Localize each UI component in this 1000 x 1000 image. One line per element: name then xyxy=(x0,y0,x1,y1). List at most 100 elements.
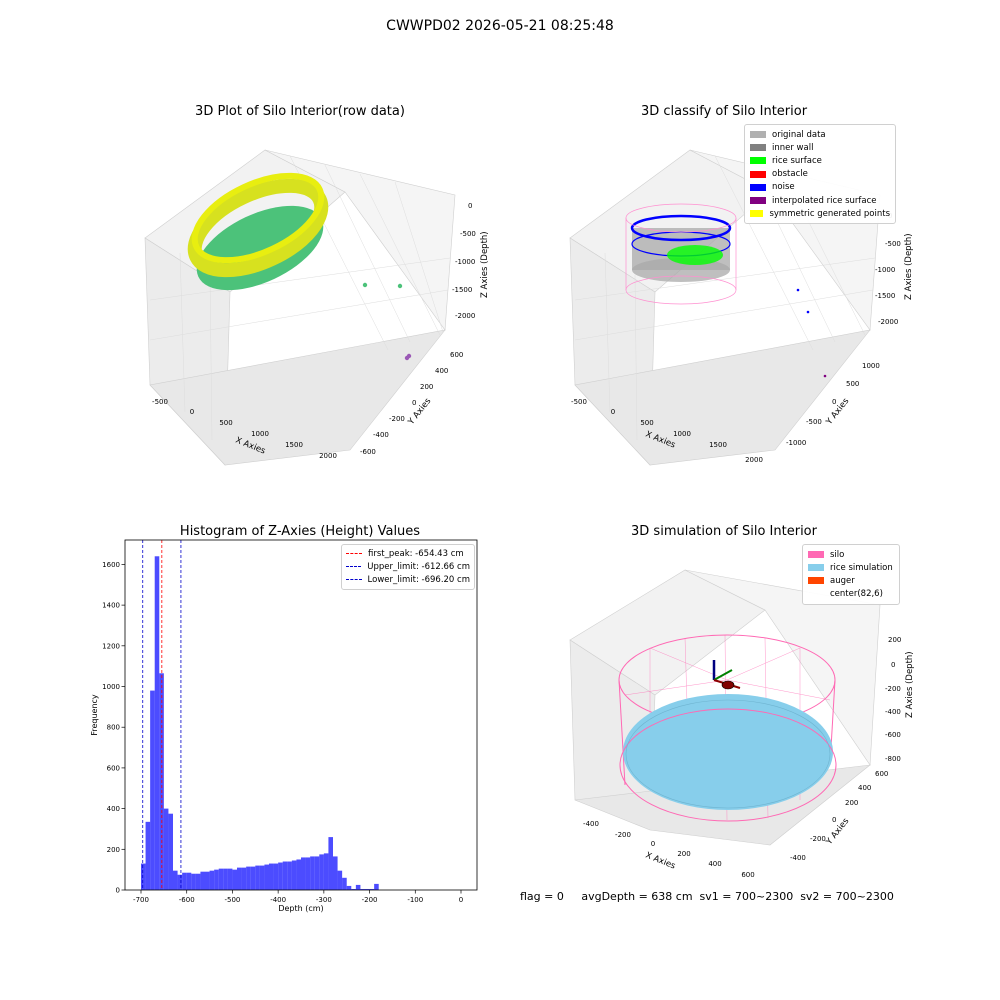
histogram-y-tick-label: 1400 xyxy=(102,602,120,610)
histogram-x-tick-label: -600 xyxy=(179,896,195,904)
histogram-bar xyxy=(301,857,306,890)
legend-swatch xyxy=(750,131,766,139)
legend-swatch xyxy=(750,197,766,205)
raw-tick-labels: -500 0 500 1000 1500 2000 -600 -400 -200… xyxy=(152,202,476,460)
histogram-chart: -700 -600 -500 -400 -300 -200 -100 0 0 200 400 600… xyxy=(90,539,478,913)
raw-xtick: 0 xyxy=(190,408,194,416)
legend-label: Upper_limit: -612.66 cm xyxy=(367,561,470,572)
legend-item-silo: silo xyxy=(808,548,894,561)
sim-ztick: 0 xyxy=(891,661,895,669)
histogram-bar xyxy=(223,868,228,890)
histogram-bar xyxy=(186,872,192,890)
histogram-bar xyxy=(246,866,251,890)
sim-xtick: -400 xyxy=(583,820,599,828)
raw-xtick: 500 xyxy=(219,419,232,427)
histogram-x-tick-label: -400 xyxy=(270,896,286,904)
legend-swatch xyxy=(750,183,766,191)
legend-item-inner-wall: inner wall xyxy=(750,141,890,154)
histogram-bar xyxy=(310,856,315,890)
raw-xtick: -500 xyxy=(152,398,168,406)
histogram-bar xyxy=(264,864,269,890)
legend-item-auger: auger xyxy=(808,574,894,587)
raw-ytick: -600 xyxy=(360,448,376,456)
legend-label: symmetric generated points xyxy=(769,208,890,219)
raw-zlabel: Z Axies (Depth) xyxy=(480,231,490,298)
classify-ytick: 0 xyxy=(832,398,836,406)
histogram-bar xyxy=(145,821,151,890)
legend-item-rice-simulation: rice simulation xyxy=(808,561,894,574)
histogram-bar xyxy=(365,888,370,890)
sim-xtick: -200 xyxy=(615,831,631,839)
sim-ztick: -600 xyxy=(885,731,901,739)
raw-3d-plot: -500 0 500 1000 1500 2000 -600 -400 -200… xyxy=(144,149,490,466)
classify-ztick: -2000 xyxy=(878,318,898,326)
histogram-bar xyxy=(360,888,365,890)
raw-ytick: -200 xyxy=(389,415,405,423)
raw-xtick: 1000 xyxy=(251,430,269,438)
histogram-bar xyxy=(214,869,219,890)
sim-ztick: 200 xyxy=(888,636,901,644)
rice-simulation-surface xyxy=(623,694,833,810)
raw-ztick: 0 xyxy=(468,202,472,210)
histogram-bar xyxy=(154,556,160,890)
histogram-bar xyxy=(319,854,324,890)
histogram-bar xyxy=(250,866,256,890)
sim-ytick: 0 xyxy=(832,816,836,824)
legend-label: inner wall xyxy=(772,142,814,153)
classify-silo-cylinder xyxy=(625,203,827,378)
raw-xtick: 2000 xyxy=(319,452,337,460)
histogram-bar xyxy=(351,888,356,890)
histogram-bar xyxy=(195,873,201,890)
raw-ytick: 400 xyxy=(435,367,448,375)
classify-3d-plot: -500 0 500 1000 1500 2000 -1000 -500 0 5… xyxy=(569,149,914,466)
legend-item-center: center(82,6) xyxy=(808,588,894,601)
raw-ylabel: Y Axies xyxy=(406,396,434,428)
legend-item-rice-surface: rice surface xyxy=(750,154,890,167)
histogram-bar xyxy=(369,888,375,890)
histogram-x-tick-label: -200 xyxy=(362,896,378,904)
histogram-bar xyxy=(342,877,347,890)
legend-label: center(82,6) xyxy=(830,589,883,600)
histogram-bar xyxy=(323,853,329,890)
histogram-bar xyxy=(291,860,297,890)
histogram-frame xyxy=(124,539,478,891)
classify-ztick: -1000 xyxy=(875,266,895,274)
histogram-bar xyxy=(177,874,183,890)
legend-swatch xyxy=(808,564,824,572)
legend-label: silo xyxy=(830,549,845,560)
legend-swatch xyxy=(750,144,766,152)
histogram-bar xyxy=(259,865,265,890)
legend-label: obstacle xyxy=(772,169,808,180)
histogram-bar xyxy=(305,857,311,890)
legend-line xyxy=(346,579,362,581)
raw-ztick: -1000 xyxy=(455,258,475,266)
simulation-tick-labels: -400 -200 0 200 400 600 -400 -200 0 200 … xyxy=(583,636,901,879)
raw-ztick: -1500 xyxy=(452,286,472,294)
classify-zlabel: Z Axies (Depth) xyxy=(904,233,914,300)
sim-xlabel: X Axies xyxy=(644,851,677,872)
legend-item-upper-limit: Upper_limit: -612.66 cm xyxy=(346,560,470,573)
legend-label: rice simulation xyxy=(830,562,893,573)
histogram-x-ticks: -700 -600 -500 -400 -300 -200 -100 0 xyxy=(133,890,463,904)
sim-zlabel: Z Axies (Depth) xyxy=(905,651,915,718)
legend-item-noise: noise xyxy=(750,181,890,194)
sim-xtick: 400 xyxy=(708,860,721,868)
histogram-bar xyxy=(241,867,247,890)
histogram-y-tick-label: 800 xyxy=(107,724,120,732)
histogram-bar xyxy=(314,856,320,890)
histogram-bar xyxy=(191,873,196,890)
histogram-bar xyxy=(278,862,283,890)
legend-swatch xyxy=(750,157,766,165)
histogram-bar xyxy=(346,885,352,890)
simulation-plot-title: 3D simulation of Silo Interior xyxy=(631,524,817,539)
histogram-legend: first_peak: -654.43 cm Upper_limit: -612… xyxy=(341,544,475,590)
histogram-bar xyxy=(150,690,155,890)
raw-plot-title: 3D Plot of Silo Interior(row data) xyxy=(195,104,405,119)
raw-ztick: -2000 xyxy=(455,312,475,320)
sim-ylabel: Y Axies xyxy=(824,816,852,848)
histogram-bar xyxy=(282,861,288,890)
histogram-bar xyxy=(168,813,173,890)
classify-xtick: 2000 xyxy=(745,456,763,464)
histogram-bar xyxy=(237,867,242,890)
histogram-reference-lines xyxy=(142,540,182,890)
